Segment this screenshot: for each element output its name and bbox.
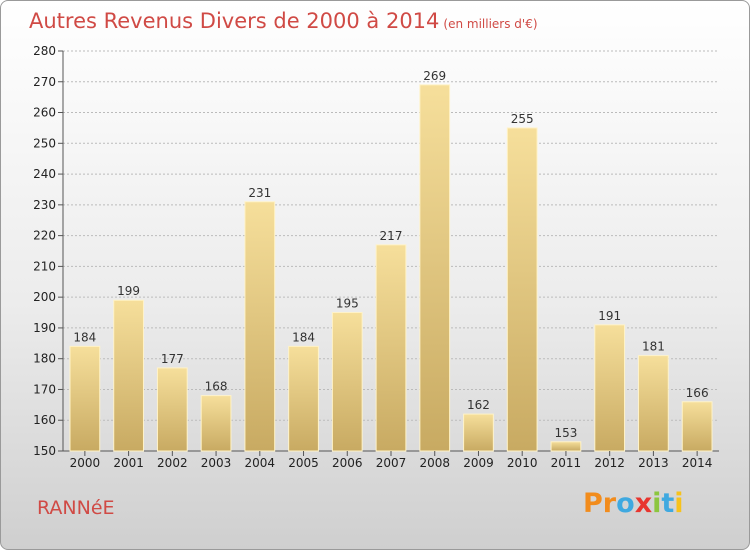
brand-letter: i	[674, 488, 684, 519]
x-tick-label-2007: 2007	[376, 456, 407, 470]
chart-title: Autres Revenus Divers de 2000 à 2014 (en …	[29, 9, 538, 33]
y-tick-label: 220	[33, 229, 56, 243]
value-label-2002: 177	[161, 352, 184, 366]
value-label-2005: 184	[292, 330, 315, 344]
bar-2013	[638, 355, 669, 452]
value-label-2013: 181	[642, 340, 665, 354]
bar-2011	[550, 441, 582, 452]
bar-2004	[244, 201, 276, 452]
x-tick-label-2012: 2012	[594, 456, 625, 470]
brand-letter: o	[616, 488, 635, 519]
bar-2005	[288, 345, 319, 452]
brand-letter: r	[602, 488, 617, 519]
value-label-2003: 168	[205, 380, 228, 394]
value-label-2006: 195	[336, 297, 359, 311]
value-label-2011: 153	[554, 426, 577, 440]
chart-unit: (en milliers d'€)	[443, 17, 538, 31]
bar-2002	[156, 367, 188, 452]
x-tick-label-2000: 2000	[70, 456, 101, 470]
value-label-2001: 199	[117, 284, 140, 298]
y-tick-label: 210	[33, 259, 56, 273]
value-label-2004: 231	[248, 186, 271, 200]
brand-letter: P	[583, 488, 603, 519]
y-tick-label: 270	[33, 75, 56, 89]
brand-logo: Proxiti	[583, 488, 684, 519]
x-tick-label-2013: 2013	[638, 456, 669, 470]
y-tick-label: 150	[33, 444, 56, 458]
value-label-2007: 217	[380, 229, 403, 243]
brand-letter: i	[652, 488, 662, 519]
bar-2009	[463, 413, 494, 452]
y-tick-label: 280	[33, 44, 56, 58]
x-tick-label-2010: 2010	[507, 456, 538, 470]
value-label-2010: 255	[511, 112, 534, 126]
x-tick-label-2003: 2003	[201, 456, 232, 470]
x-tick-label-2008: 2008	[419, 456, 450, 470]
bar-2008	[419, 84, 451, 452]
x-tick-label-2011: 2011	[551, 456, 582, 470]
chart-title-text: Autres Revenus Divers de 2000 à 2014	[29, 9, 440, 33]
y-tick-label: 200	[33, 290, 56, 304]
bar-2001	[113, 299, 144, 452]
x-tick-label-2006: 2006	[332, 456, 363, 470]
brand-letter: x	[634, 488, 653, 519]
value-label-2008: 269	[423, 69, 446, 83]
value-label-2009: 162	[467, 398, 490, 412]
y-tick-label: 260	[33, 106, 56, 120]
x-tick-label-2014: 2014	[682, 456, 713, 470]
x-tick-label-2004: 2004	[245, 456, 276, 470]
location-label: RANNéE	[37, 497, 115, 519]
y-tick-label: 250	[33, 136, 56, 150]
x-tick-label-2001: 2001	[113, 456, 144, 470]
x-tick-label-2002: 2002	[157, 456, 188, 470]
bar-2003	[200, 395, 232, 452]
y-tick-label: 240	[33, 167, 56, 181]
y-tick-label: 170	[33, 382, 56, 396]
value-label-2012: 191	[598, 309, 621, 323]
bar-2006	[331, 312, 363, 452]
y-tick-label: 190	[33, 321, 56, 335]
bar-2007	[375, 244, 407, 452]
bar-2012	[594, 324, 626, 452]
y-tick-label: 230	[33, 198, 56, 212]
x-tick-label-2005: 2005	[288, 456, 319, 470]
bar-2000	[69, 345, 101, 452]
bar-2010	[506, 127, 538, 452]
x-tick-label-2009: 2009	[463, 456, 494, 470]
y-tick-label: 160	[33, 413, 56, 427]
brand-letter: t	[661, 488, 675, 519]
value-label-2000: 184	[73, 330, 96, 344]
y-tick-label: 180	[33, 352, 56, 366]
value-label-2014: 166	[686, 386, 709, 400]
bar-2014	[681, 401, 713, 452]
